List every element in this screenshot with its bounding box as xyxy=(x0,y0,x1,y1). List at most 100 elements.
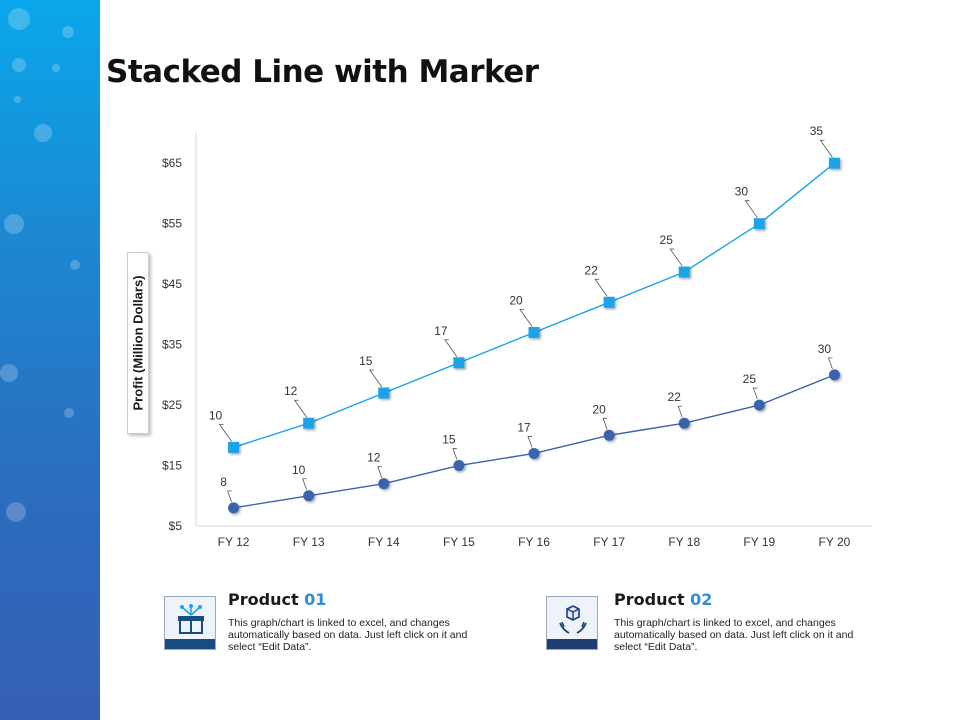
data-point-marker xyxy=(678,417,690,429)
series-line-1 xyxy=(233,374,835,509)
y-tick-label: $5 xyxy=(169,519,183,533)
series-line-2 xyxy=(233,162,835,449)
x-tick-label: FY 13 xyxy=(293,535,325,549)
data-label: 30 xyxy=(735,185,749,199)
data-label-leader xyxy=(226,490,232,502)
data-label: 15 xyxy=(359,354,373,368)
x-tick-label: FY 15 xyxy=(443,535,475,549)
x-tick-label: FY 14 xyxy=(368,535,400,549)
data-label-leader xyxy=(677,405,683,418)
data-label-leader xyxy=(744,200,758,218)
product-01-title-text: Product xyxy=(228,590,299,609)
data-label: 30 xyxy=(818,342,832,356)
data-label: 12 xyxy=(284,384,298,398)
bubble xyxy=(14,96,21,103)
y-axis-label-box xyxy=(127,252,149,434)
x-tick-label: FY 12 xyxy=(218,535,250,549)
data-label-leader xyxy=(377,466,383,478)
data-label-leader xyxy=(752,387,758,400)
box-in-hands-icon xyxy=(559,605,587,634)
data-label: 25 xyxy=(660,233,674,247)
data-label-leader xyxy=(527,436,533,448)
data-label-leader xyxy=(519,309,533,327)
product-02-number: 02 xyxy=(690,590,713,609)
y-axis-label: Profit (Million Dollars) xyxy=(130,275,146,411)
icon-accent-bar xyxy=(165,639,215,649)
data-label-leader xyxy=(218,423,232,442)
icon-accent-bar xyxy=(547,639,597,649)
data-label-leader xyxy=(293,399,307,418)
data-point-marker xyxy=(528,447,540,459)
x-tick-label: FY 18 xyxy=(668,535,700,549)
data-point-marker xyxy=(828,369,840,381)
product-01-title: Product 01 xyxy=(228,590,326,609)
bubble xyxy=(62,26,74,38)
data-label-leader xyxy=(819,139,833,158)
data-label: 10 xyxy=(209,408,223,422)
data-label-leader xyxy=(444,339,458,357)
data-point-marker xyxy=(678,266,690,278)
data-label-leader xyxy=(594,278,608,297)
bubble xyxy=(64,408,74,418)
data-label: 22 xyxy=(584,263,598,277)
data-point-marker xyxy=(603,429,615,441)
data-point-marker xyxy=(753,399,765,411)
data-label: 8 xyxy=(220,475,227,489)
product-02-title-text: Product xyxy=(614,590,685,609)
x-tick-label: FY 20 xyxy=(819,535,851,549)
data-label: 35 xyxy=(810,124,824,138)
product-02-title: Product 02 xyxy=(614,590,712,609)
y-tick-label: $15 xyxy=(162,459,182,473)
data-label: 17 xyxy=(434,324,448,338)
y-tick-label: $55 xyxy=(162,217,182,231)
bubble xyxy=(8,8,30,30)
product-01-icon-tile xyxy=(164,596,216,650)
x-tick-label: FY 19 xyxy=(743,535,775,549)
data-point-marker xyxy=(228,502,240,514)
data-label: 22 xyxy=(668,390,682,404)
bubble xyxy=(52,64,60,72)
data-label: 15 xyxy=(442,433,456,447)
data-label-leader xyxy=(827,357,833,369)
bubble xyxy=(70,260,80,270)
bubble xyxy=(4,214,24,234)
data-point-marker xyxy=(603,296,615,308)
bubble xyxy=(6,502,26,522)
data-label-leader xyxy=(302,478,308,490)
x-tick-label: FY 17 xyxy=(593,535,625,549)
y-tick-label: $65 xyxy=(162,156,182,170)
product-02-icon-tile xyxy=(546,596,598,650)
x-tick-label: FY 16 xyxy=(518,535,550,549)
data-label: 20 xyxy=(592,402,606,416)
data-label-leader xyxy=(452,448,458,460)
y-tick-label: $35 xyxy=(162,338,182,352)
data-label: 17 xyxy=(517,420,531,434)
bubble xyxy=(0,364,18,382)
bubble xyxy=(12,58,26,72)
page-title: Stacked Line with Marker xyxy=(106,54,539,90)
product-01-description: This graph/chart is linked to excel, and… xyxy=(228,617,468,653)
data-label: 12 xyxy=(367,451,381,465)
data-label: 10 xyxy=(292,463,306,477)
product-01-number: 01 xyxy=(304,590,327,609)
product-02-description: This graph/chart is linked to excel, and… xyxy=(614,617,854,653)
data-label: 20 xyxy=(509,294,523,308)
data-label-leader xyxy=(602,417,608,430)
data-point-marker xyxy=(828,157,840,169)
data-point-marker xyxy=(378,478,390,490)
data-point-marker xyxy=(528,327,540,339)
bubble xyxy=(34,124,52,142)
gift-box-icon xyxy=(178,604,204,634)
data-point-marker xyxy=(303,417,315,429)
data-point-marker xyxy=(228,441,240,453)
sidebar-decoration xyxy=(0,0,100,720)
y-tick-label: $25 xyxy=(162,398,182,412)
data-point-marker xyxy=(753,218,765,230)
data-label-leader xyxy=(369,369,383,388)
data-label: 25 xyxy=(743,372,757,386)
data-point-marker xyxy=(303,490,315,502)
data-point-marker xyxy=(453,460,465,472)
data-point-marker xyxy=(378,387,390,399)
data-label-leader xyxy=(669,248,683,267)
